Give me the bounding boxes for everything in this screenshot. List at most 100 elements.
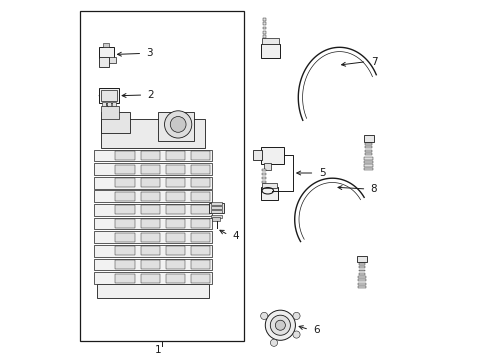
Bar xyxy=(115,206,135,215)
Bar xyxy=(190,233,210,242)
Circle shape xyxy=(170,117,185,132)
Text: 1: 1 xyxy=(155,345,162,355)
Bar xyxy=(115,260,135,269)
Circle shape xyxy=(292,331,300,338)
Bar xyxy=(210,206,221,209)
Bar xyxy=(210,211,221,213)
Bar xyxy=(165,165,185,174)
Bar xyxy=(210,215,221,218)
Bar xyxy=(140,219,160,228)
Bar xyxy=(364,157,372,159)
Bar xyxy=(190,246,210,255)
Bar xyxy=(357,276,365,278)
Bar xyxy=(364,164,372,167)
Bar xyxy=(101,107,119,119)
Bar xyxy=(264,163,271,170)
Bar xyxy=(140,178,160,187)
Circle shape xyxy=(270,339,277,346)
Text: 2: 2 xyxy=(147,90,154,100)
Bar xyxy=(262,35,266,38)
Bar xyxy=(260,187,277,200)
Bar xyxy=(208,203,224,213)
Bar xyxy=(165,206,185,215)
Bar xyxy=(140,206,160,215)
Bar xyxy=(262,181,265,183)
Bar xyxy=(97,284,208,298)
Bar xyxy=(115,192,135,201)
Bar xyxy=(262,18,266,21)
Bar xyxy=(115,233,135,242)
Bar xyxy=(115,246,135,255)
Bar xyxy=(140,233,160,242)
Bar xyxy=(364,146,371,148)
Bar xyxy=(102,43,109,47)
Bar xyxy=(109,57,116,63)
Bar xyxy=(210,202,221,205)
Bar xyxy=(165,260,185,269)
Bar xyxy=(364,168,372,170)
Bar xyxy=(99,88,119,103)
Bar xyxy=(260,147,284,164)
Bar xyxy=(158,112,194,140)
Text: 8: 8 xyxy=(370,184,377,194)
Bar xyxy=(190,260,210,269)
Bar xyxy=(140,260,160,269)
Bar xyxy=(165,192,185,201)
Bar xyxy=(80,12,244,341)
Bar xyxy=(94,258,212,270)
Bar xyxy=(260,44,280,58)
Bar xyxy=(261,183,276,188)
Bar xyxy=(357,256,366,262)
Bar xyxy=(190,274,210,283)
Text: 3: 3 xyxy=(146,48,153,58)
Text: 4: 4 xyxy=(232,231,239,240)
Bar xyxy=(364,161,372,163)
Bar xyxy=(165,151,185,160)
Bar xyxy=(101,90,117,101)
Bar xyxy=(94,190,212,202)
Bar xyxy=(165,246,185,255)
Bar xyxy=(262,38,278,44)
Bar xyxy=(165,233,185,242)
Text: 6: 6 xyxy=(313,325,319,334)
Text: 5: 5 xyxy=(318,168,325,178)
Bar xyxy=(358,270,364,271)
Bar xyxy=(190,178,210,187)
Bar xyxy=(94,245,212,257)
Bar xyxy=(94,218,212,229)
Bar xyxy=(357,279,365,282)
Bar xyxy=(262,173,265,175)
Bar xyxy=(115,219,135,228)
Circle shape xyxy=(260,312,267,319)
Circle shape xyxy=(270,315,290,335)
Bar xyxy=(107,102,110,107)
Bar xyxy=(115,274,135,283)
Circle shape xyxy=(275,320,285,330)
Bar xyxy=(357,283,365,285)
Bar xyxy=(190,219,210,228)
Bar xyxy=(364,149,371,152)
Bar xyxy=(140,274,160,283)
Bar xyxy=(94,163,212,175)
Bar xyxy=(165,274,185,283)
Circle shape xyxy=(292,312,300,319)
Bar xyxy=(190,165,210,174)
Bar xyxy=(115,151,135,160)
Bar xyxy=(253,150,262,160)
Bar xyxy=(262,177,265,179)
Circle shape xyxy=(265,310,295,340)
Bar xyxy=(190,206,210,215)
Bar xyxy=(262,31,266,34)
Bar xyxy=(140,151,160,160)
Bar xyxy=(94,204,212,216)
Bar xyxy=(115,165,135,174)
Bar xyxy=(101,119,204,148)
Bar xyxy=(140,192,160,201)
Bar xyxy=(262,27,266,30)
Bar xyxy=(363,135,373,142)
Bar xyxy=(364,143,371,145)
Bar xyxy=(165,219,185,228)
Bar xyxy=(94,272,212,284)
Bar xyxy=(94,231,212,243)
Bar xyxy=(190,192,210,201)
